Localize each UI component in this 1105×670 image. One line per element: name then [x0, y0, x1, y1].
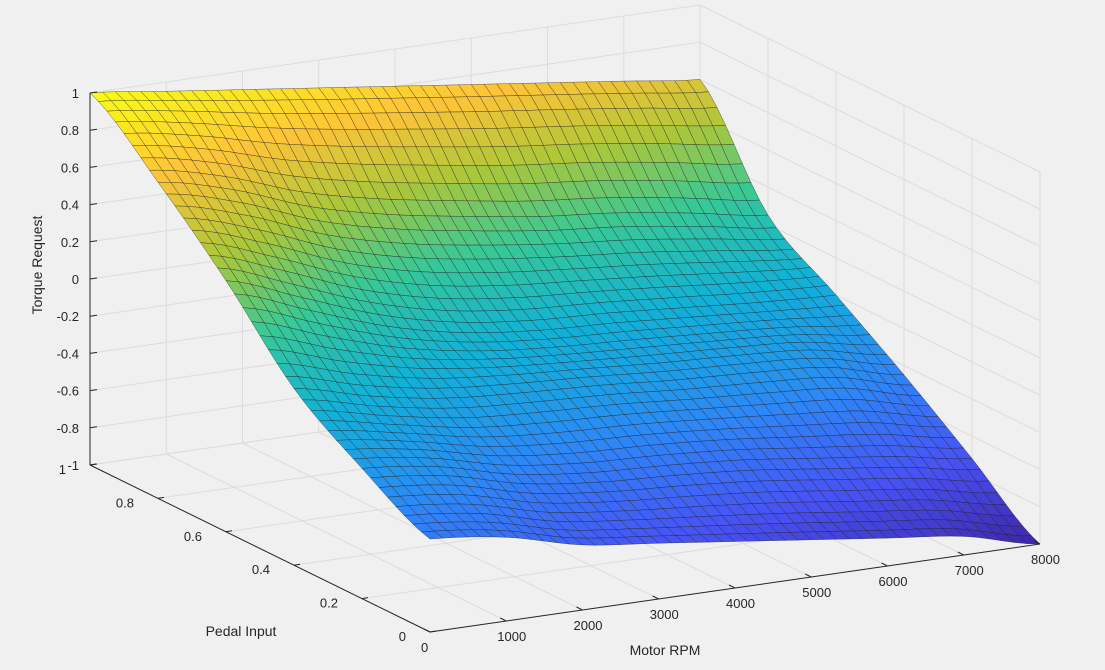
z-tick-label: -0.8	[57, 421, 79, 436]
z-tick-mark	[89, 240, 98, 243]
y-tick-mark	[361, 597, 369, 600]
x-tick-mark	[805, 573, 812, 578]
x-tick-label: 3000	[650, 607, 679, 622]
y-tick-label: 0.6	[184, 529, 202, 544]
z-axis-label: Torque Request	[29, 215, 45, 314]
side-wall-grid-line	[699, 78, 1041, 247]
z-tick-mark	[89, 463, 98, 466]
x-tick-label: 7000	[955, 563, 984, 578]
floor-grid-line	[166, 453, 507, 622]
x-tick-mark	[728, 584, 736, 589]
z-tick-label: -0.2	[57, 309, 79, 324]
x-tick-label: 6000	[879, 574, 908, 589]
x-tick-label: 1000	[497, 629, 526, 644]
z-tick-label: -1	[67, 458, 79, 473]
x-axis-label: Motor RPM	[630, 642, 701, 658]
y-tick-mark	[225, 530, 233, 533]
y-tick-mark	[429, 630, 437, 633]
side-wall-grid-line	[699, 41, 1041, 210]
z-tick-mark	[89, 277, 98, 280]
z-tick-label: 0.8	[61, 123, 79, 138]
z-tick-mark	[89, 165, 98, 168]
y-tick-label: 0.8	[116, 495, 134, 510]
y-axis-line	[89, 464, 431, 633]
x-tick-mark	[652, 595, 659, 600]
z-tick-label: 0.2	[61, 235, 79, 250]
z-tick-label: -0.6	[57, 384, 79, 399]
y-tick-label: 0.4	[252, 562, 270, 577]
z-tick-mark	[89, 351, 98, 354]
floor-grid-line	[242, 442, 583, 611]
y-tick-label: 1	[59, 462, 66, 477]
x-tick-label: 8000	[1031, 552, 1060, 567]
x-tick-mark	[957, 551, 964, 556]
y-axis-label: Pedal Input	[206, 623, 277, 639]
x-tick-mark	[576, 606, 583, 611]
x-tick-label: 2000	[574, 618, 603, 633]
z-tick-mark	[89, 203, 98, 206]
x-tick-label: 0	[421, 640, 428, 655]
z-tick-label: -0.4	[57, 346, 79, 361]
z-tick-mark	[89, 426, 98, 429]
y-tick-mark	[157, 496, 165, 499]
x-tick-mark	[1033, 540, 1041, 545]
surface-mesh	[89, 79, 1041, 546]
x-tick-label: 5000	[802, 585, 831, 600]
y-tick-label: 0	[399, 629, 406, 644]
x-tick-label: 4000	[726, 596, 755, 611]
z-tick-mark	[89, 389, 98, 392]
z-tick-label: 1	[72, 86, 79, 101]
y-tick-mark	[293, 563, 301, 566]
x-tick-mark	[881, 562, 888, 567]
tick-labels: 0 1000 2000 3000 4000 5000 6000 7000 8000 0 0.2 0.4…	[57, 86, 1060, 655]
z-tick-label: 0.4	[61, 198, 79, 213]
z-tick-mark	[89, 314, 98, 317]
side-wall-grid-line	[699, 116, 1041, 285]
x-tick-mark	[423, 628, 431, 633]
z-tick-mark	[89, 128, 98, 131]
z-tick-mark	[89, 91, 98, 94]
z-tick-label: 0	[72, 272, 79, 287]
x-tick-mark	[500, 617, 507, 622]
side-wall-grid-line	[699, 4, 1041, 173]
side-wall-grid-line	[699, 153, 1041, 322]
z-tick-label: 0.6	[61, 160, 79, 175]
y-tick-label: 0.2	[320, 596, 338, 611]
back-wall-grid-line	[89, 4, 701, 94]
